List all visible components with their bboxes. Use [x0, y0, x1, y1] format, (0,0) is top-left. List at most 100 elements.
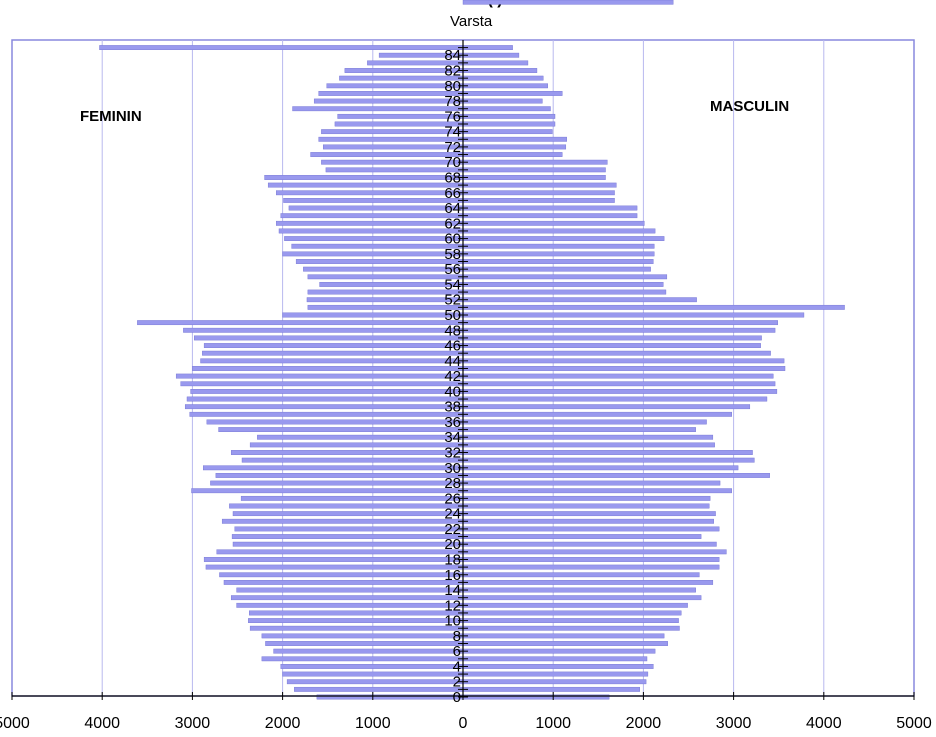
female-bar	[175, 373, 464, 379]
x-tick-label: 4000	[84, 715, 120, 732]
female-bar	[180, 381, 464, 387]
male-bar	[462, 610, 682, 616]
female-bar	[284, 236, 464, 241]
age-tick-label: 48	[444, 322, 461, 339]
female-bar	[280, 664, 464, 669]
female-bar	[186, 396, 464, 402]
age-tick-label: 56	[444, 261, 461, 278]
bars-group	[99, 0, 845, 700]
age-tick-label: 0	[453, 689, 461, 706]
x-tick-label: 4000	[806, 715, 842, 732]
age-tick-label: 72	[444, 139, 461, 156]
age-tick-label: 24	[444, 506, 461, 523]
female-bar	[286, 679, 464, 685]
female-bar	[261, 633, 464, 639]
female-bar	[282, 671, 464, 677]
male-bar	[462, 595, 702, 601]
male-bar	[462, 251, 655, 257]
male-bar	[462, 205, 638, 211]
male-bar	[462, 518, 714, 524]
male-bar	[462, 541, 717, 547]
age-tick-label: 10	[444, 613, 461, 630]
female-bar	[303, 266, 464, 272]
age-tick-label: 68	[444, 169, 461, 186]
male-bar	[462, 45, 513, 51]
male-bar	[462, 228, 656, 234]
female-bar	[313, 98, 464, 104]
age-tick-label: 14	[444, 582, 461, 599]
female-bar	[325, 167, 464, 173]
male-bar	[462, 427, 696, 432]
female-bar	[283, 197, 464, 203]
female-bar	[200, 358, 464, 364]
male-bar	[462, 91, 563, 96]
x-tick-label: 5000	[896, 715, 932, 732]
female-bar	[326, 83, 464, 89]
x-tick-label: 3000	[716, 715, 752, 732]
female-bar	[249, 442, 464, 448]
male-bar	[462, 52, 520, 58]
male-bar	[462, 389, 778, 394]
male-bar	[462, 327, 776, 333]
male-bar	[462, 129, 553, 135]
age-tick-label: 50	[444, 307, 461, 324]
male-bar	[462, 213, 638, 219]
female-bar	[280, 213, 464, 219]
age-tick-label: 80	[444, 78, 461, 95]
female-bar	[267, 182, 464, 188]
male-bar	[462, 366, 786, 371]
age-tick-label: 22	[444, 521, 461, 538]
age-tick-label: 18	[444, 551, 461, 568]
age-tick-label: 46	[444, 338, 461, 355]
male-bar	[462, 136, 567, 142]
age-tick-label: 40	[444, 383, 461, 400]
age-axis-title: Varsta	[450, 13, 493, 30]
male-bar	[462, 320, 778, 326]
age-tick-label: 62	[444, 215, 461, 232]
male-bar	[462, 602, 688, 608]
male-bar	[462, 641, 668, 646]
male-bar	[462, 266, 651, 272]
age-tick-label: 58	[444, 246, 461, 263]
male-bar	[462, 618, 679, 624]
male-bar	[462, 0, 674, 5]
x-tick-label: 3000	[175, 715, 211, 732]
female-bar	[282, 251, 464, 257]
male-bar	[462, 106, 551, 112]
male-bar	[462, 419, 707, 425]
male-bar	[462, 259, 654, 264]
x-tick-label: 1000	[355, 715, 391, 732]
male-bar	[462, 343, 761, 348]
female-label: FEMININ	[80, 108, 142, 125]
age-tick-label: 82	[444, 63, 461, 80]
male-label: MASCULIN	[710, 98, 789, 115]
male-bar	[462, 282, 664, 287]
male-bar	[462, 83, 548, 89]
male-bar	[462, 121, 556, 127]
female-bar	[189, 411, 464, 417]
male-bar	[462, 404, 751, 410]
age-tick-label: 76	[444, 108, 461, 125]
female-bar	[318, 136, 464, 142]
age-tick-label: 60	[444, 231, 461, 248]
x-tick-label: 5000	[0, 715, 30, 732]
male-bar	[462, 396, 768, 402]
age-tick-label: 20	[444, 536, 461, 553]
age-tick-label: 54	[444, 276, 461, 293]
age-tick-label: 44	[444, 353, 461, 370]
female-bar	[218, 427, 464, 432]
female-bar	[183, 327, 464, 333]
age-tick-label: 52	[444, 292, 461, 309]
female-bar	[202, 350, 464, 356]
female-bar	[264, 175, 464, 180]
age-tick-label: 34	[444, 429, 461, 446]
female-bar	[307, 289, 464, 295]
female-bar	[276, 190, 464, 196]
female-bar	[265, 641, 464, 646]
male-bar	[462, 664, 654, 669]
female-bar	[249, 625, 464, 631]
female-bar	[221, 518, 464, 524]
age-axis: 0246810121416182022242628303234363840424…	[444, 40, 468, 706]
male-bar	[462, 175, 606, 180]
female-bar	[257, 434, 464, 440]
